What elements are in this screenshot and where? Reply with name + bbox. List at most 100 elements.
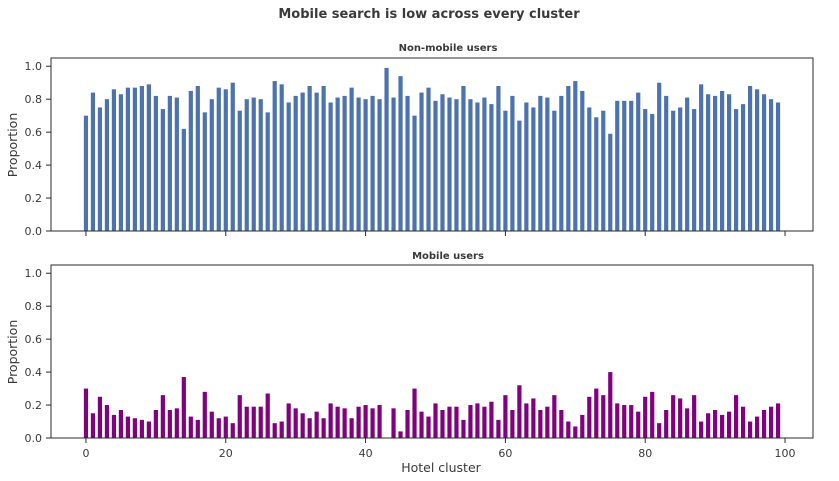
bottom-panel-bar-41 bbox=[370, 408, 375, 438]
top-panel-bar-74 bbox=[601, 110, 606, 231]
top-panel-bar-47 bbox=[412, 115, 417, 231]
bottom-panel-bar-4 bbox=[111, 414, 117, 438]
bottom-panel-bar-3 bbox=[104, 405, 110, 438]
bottom-panel-bar-65 bbox=[538, 409, 543, 438]
bottom-panel-bar-37 bbox=[342, 408, 347, 438]
bottom-panel-bar-51 bbox=[440, 409, 445, 438]
top-panel-bar-71 bbox=[580, 90, 585, 231]
bottom-panel-bar-20 bbox=[223, 416, 228, 438]
bottom-panel-bar-45 bbox=[398, 431, 403, 438]
top-panel-bar-33 bbox=[314, 92, 319, 231]
bottom-panel-bar-91 bbox=[720, 414, 725, 438]
top-panel-bar-60 bbox=[503, 110, 508, 231]
top-panel-bar-65 bbox=[538, 95, 543, 232]
top-panel-bar-49 bbox=[426, 87, 431, 231]
top-panel-bar-41 bbox=[370, 95, 375, 232]
bottom-panel-bar-38 bbox=[349, 418, 354, 438]
bottom-panel-y-ticks: 0.0 0.2 0.4 0.6 0.8 1.0 bbox=[25, 267, 51, 445]
bottom-panel-y-tick-label: 0.4 bbox=[25, 366, 43, 379]
bottom-panel-y-tick-label: 1.0 bbox=[25, 267, 43, 280]
bottom-panel-y-axis-label: Proportion bbox=[5, 320, 20, 385]
bottom-panel-bar-34 bbox=[321, 418, 326, 438]
top-panel-y-tick-label: 0.4 bbox=[25, 159, 43, 172]
top-panel-bar-7 bbox=[132, 87, 137, 231]
bottom-panel-bar-15 bbox=[188, 416, 193, 438]
top-panel-bar-96 bbox=[754, 89, 760, 231]
top-panel-bar-95 bbox=[747, 86, 753, 231]
top-panel-bar-8 bbox=[139, 86, 144, 231]
bottom-panel-bar-72 bbox=[587, 396, 592, 438]
top-panel-bar-9 bbox=[146, 84, 151, 231]
bottom-panel-bar-49 bbox=[426, 416, 431, 438]
bottom-panel-bar-52 bbox=[447, 406, 452, 438]
top-panel-bar-56 bbox=[475, 102, 480, 232]
top-panel-x-ticks bbox=[85, 231, 786, 236]
top-panel-bar-19 bbox=[216, 87, 221, 231]
bottom-panel-bar-99 bbox=[775, 403, 781, 438]
bottom-panel-bar-69 bbox=[566, 421, 571, 438]
bottom-panel-bar-48 bbox=[419, 411, 424, 438]
top-panel-bar-63 bbox=[524, 102, 529, 232]
bottom-panel-bar-50 bbox=[433, 403, 438, 438]
bottom-panel-bar-80 bbox=[643, 396, 648, 438]
bottom-panel-bar-95 bbox=[747, 421, 753, 438]
bottom-panel-bar-11 bbox=[160, 395, 165, 438]
top-panel-bar-84 bbox=[671, 110, 676, 231]
bottom-panel-bar-23 bbox=[244, 406, 249, 438]
bottom-panel-bar-61 bbox=[510, 409, 515, 438]
bottom-panel-x-tick-label: 0 bbox=[82, 447, 89, 460]
top-panel-bar-55 bbox=[468, 99, 473, 231]
top-panel-y-tick-label: 1.0 bbox=[25, 60, 43, 73]
top-panel-bar-66 bbox=[545, 97, 550, 231]
top-panel-bar-14 bbox=[181, 128, 186, 231]
top-panel-bar-52 bbox=[447, 97, 452, 231]
bottom-panel-bar-62 bbox=[517, 385, 522, 438]
top-panel-y-tick-label: 0.8 bbox=[25, 93, 43, 106]
bottom-panel-title: Mobile users bbox=[412, 251, 484, 262]
bottom-panel-frame bbox=[50, 264, 814, 439]
bottom-panel-bar-70 bbox=[573, 426, 578, 438]
figure-title: Mobile search is low across every cluste… bbox=[278, 7, 580, 22]
bottom-panel-bar-19 bbox=[216, 418, 221, 438]
top-panel-y-tick-label: 0.0 bbox=[25, 225, 43, 238]
bottom-panel-bar-83 bbox=[664, 409, 669, 438]
top-panel-bar-5 bbox=[118, 94, 123, 231]
top-panel-bar-94 bbox=[740, 104, 746, 231]
bottom-panel-bar-81 bbox=[650, 391, 655, 438]
top-panel-bar-46 bbox=[405, 95, 410, 232]
top-panel-y-tick-label: 0.2 bbox=[25, 192, 43, 205]
top-panel-y-tick-label: 0.6 bbox=[25, 126, 43, 139]
top-panel-bar-67 bbox=[552, 110, 557, 231]
bottom-panel-bar-98 bbox=[768, 406, 774, 438]
top-panel-bar-16 bbox=[195, 86, 200, 231]
top-panel-bar-75 bbox=[608, 133, 613, 231]
bottom-panel-bar-10 bbox=[153, 409, 158, 438]
top-panel-bar-97 bbox=[761, 94, 767, 231]
top-panel-bar-90 bbox=[713, 95, 718, 232]
top-panel-bar-77 bbox=[622, 100, 627, 231]
bottom-panel-bar-40 bbox=[363, 405, 368, 438]
bottom-panel-x-tick-label: 20 bbox=[219, 447, 233, 460]
top-panel-bar-43 bbox=[384, 67, 389, 231]
bottom-panel-x-tick-label: 40 bbox=[359, 447, 373, 460]
top-panel-bar-62 bbox=[517, 120, 522, 231]
bottom-panel-bar-12 bbox=[167, 409, 172, 438]
top-panel-bar-76 bbox=[615, 100, 620, 231]
bottom-panel-bar-9 bbox=[146, 421, 151, 438]
bottom-panel-bar-97 bbox=[761, 409, 767, 438]
top-panel-bar-10 bbox=[153, 95, 158, 232]
bottom-panel-bar-47 bbox=[412, 388, 417, 438]
top-panel-bar-73 bbox=[594, 117, 599, 231]
bottom-panel-bar-57 bbox=[482, 406, 487, 438]
bottom-panel-bar-85 bbox=[678, 398, 683, 438]
top-panel-bar-54 bbox=[461, 86, 466, 231]
bottom-panel-bar-60 bbox=[503, 395, 508, 438]
bottom-panel-bar-25 bbox=[258, 406, 263, 438]
bottom-panel-bar-22 bbox=[237, 395, 242, 438]
bottom-panel-x-tick-label: 60 bbox=[498, 447, 512, 460]
bottom-panel-bar-64 bbox=[531, 398, 536, 438]
bottom-panel-bar-14 bbox=[181, 377, 186, 438]
top-panel-bar-31 bbox=[300, 92, 305, 231]
top-panel-bar-93 bbox=[734, 109, 739, 231]
